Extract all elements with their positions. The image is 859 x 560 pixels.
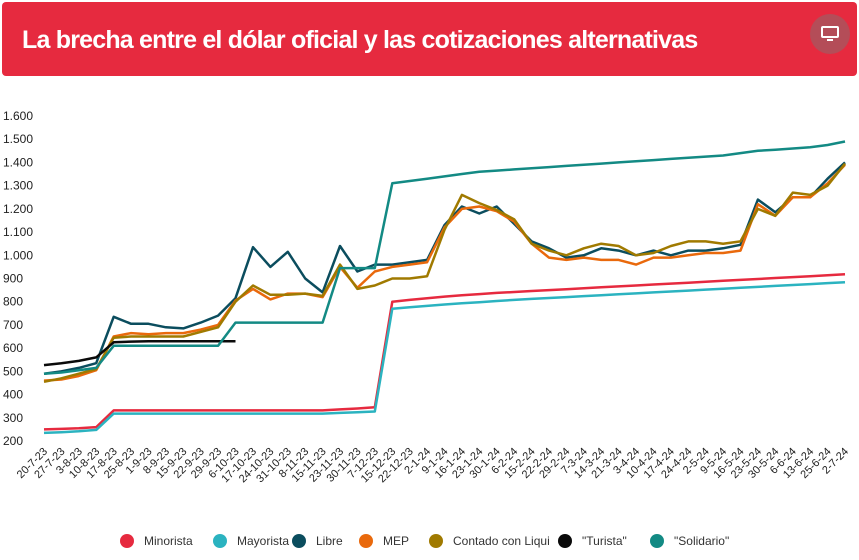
legend-label: Libre: [316, 534, 343, 548]
legend-label: Contado con Liqui: [453, 534, 550, 548]
legend-item[interactable]: "Turista": [558, 530, 627, 552]
legend-swatch: [213, 534, 227, 548]
legend-item[interactable]: MEP: [359, 530, 409, 552]
y-tick-label: 300: [3, 411, 23, 425]
line-chart: 1.600 1.500 1.400 1.300 1.200 1.100 1.000 900 80…: [3, 109, 851, 485]
y-tick-label: 900: [3, 272, 23, 286]
legend-label: MEP: [383, 534, 410, 548]
legend-item[interactable]: "Solidario": [650, 530, 729, 552]
chart-header: La brecha entre el dólar oficial y las c…: [2, 2, 857, 76]
y-tick-label: 400: [3, 388, 23, 402]
series-line-contado-con-liqui[interactable]: [43, 162, 846, 384]
series-line-minorista[interactable]: [43, 273, 846, 431]
chart-menu-button[interactable]: [810, 14, 850, 54]
legend-label: Mayorista: [237, 534, 290, 548]
series-line-mayorista[interactable]: [43, 280, 846, 435]
y-tick-label: 1.500: [3, 132, 33, 146]
legend-swatch: [292, 534, 306, 548]
monitor-icon: [821, 26, 839, 41]
y-tick-label: 1.200: [3, 202, 33, 216]
y-tick-label: 800: [3, 295, 23, 309]
legend-item[interactable]: Libre: [292, 530, 343, 552]
y-tick-label: 1.600: [3, 109, 33, 123]
series-line-libre[interactable]: [43, 161, 846, 375]
legend-label: "Solidario": [674, 534, 730, 548]
y-tick-label: 1.300: [3, 179, 33, 193]
legend-item[interactable]: Minorista: [120, 530, 193, 552]
y-tick-label: 1.100: [3, 225, 33, 239]
y-tick-label: 700: [3, 318, 23, 332]
y-tick-label: 1.400: [3, 155, 33, 169]
y-tick-label: 600: [3, 341, 23, 355]
chart-legend: Minorista Mayorista Libre MEP Contado con Li…: [0, 530, 859, 552]
legend-item[interactable]: Contado con Liqui: [429, 530, 550, 552]
legend-label: "Turista": [582, 534, 627, 548]
legend-swatch: [650, 534, 664, 548]
series-line-solidario[interactable]: [43, 140, 846, 375]
legend-label: Minorista: [144, 534, 193, 548]
y-tick-label: 500: [3, 364, 23, 378]
legend-item[interactable]: Mayorista: [213, 530, 289, 552]
legend-swatch: [120, 534, 134, 548]
legend-swatch: [558, 534, 572, 548]
y-tick-label: 200: [3, 434, 23, 448]
legend-swatch: [359, 534, 373, 548]
chart-title: La brecha entre el dólar oficial y las c…: [22, 26, 698, 54]
legend-swatch: [429, 534, 443, 548]
series-line-turista[interactable]: [43, 339, 236, 367]
series-line-mep[interactable]: [43, 163, 846, 382]
y-tick-label: 1.000: [3, 248, 33, 262]
